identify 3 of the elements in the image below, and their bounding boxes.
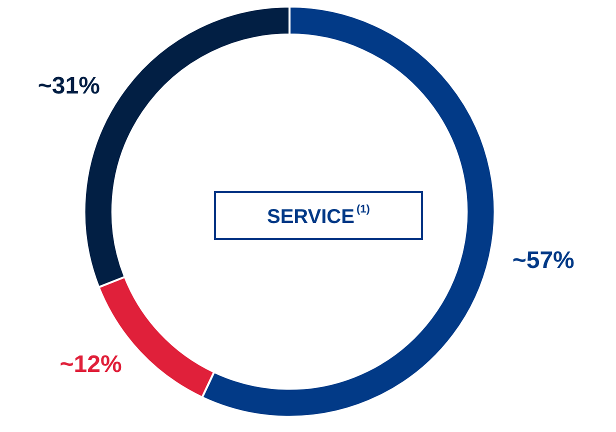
data-label: ~57% bbox=[512, 246, 574, 274]
data-label: ~12% bbox=[60, 350, 122, 378]
data-label: ~31% bbox=[38, 72, 100, 100]
